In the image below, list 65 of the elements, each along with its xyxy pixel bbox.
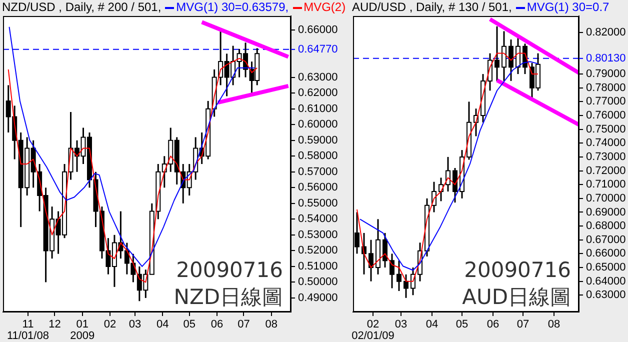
x-tick-label: 02: [366, 318, 380, 331]
y-tick-label: 0.63000: [298, 71, 338, 84]
y-tick-label: 0.72000: [586, 164, 626, 177]
legend-label: MVG(2): [304, 0, 346, 14]
y-tick-label: 0.66000: [586, 248, 626, 260]
y-tick-label: 0.50000: [298, 276, 338, 288]
x-tick-label: 03: [128, 318, 142, 331]
y-tick-label: 0.49000: [298, 292, 338, 304]
y-tick-label: 0.59000: [298, 134, 338, 146]
x-tick-label: 01: [76, 318, 88, 331]
x-tick-label: 04: [156, 318, 169, 331]
x-tick-label: 12: [48, 318, 61, 331]
y-tick-label: 0.70000: [586, 192, 626, 204]
y-tick-label: 0.77000: [586, 96, 626, 108]
x-tick-label: 11: [22, 318, 34, 331]
y-tick-label: 0.68000: [586, 220, 626, 232]
y-tick-label: 0.61000: [298, 102, 338, 115]
x-tick-label: 07: [238, 318, 250, 331]
chart-title: AUD/USD , Daily, # 130 / 501,: [352, 0, 512, 14]
ref-line-label: 0.80130: [586, 52, 626, 64]
y-tick-label: 0.64000: [586, 275, 626, 288]
x-tick-label: 08: [548, 318, 560, 331]
y-tick-label: 0.73000: [586, 150, 626, 163]
y-tick-label: 0.60000: [298, 118, 338, 131]
x-tick-label: 06: [210, 318, 224, 331]
y-tick-label: 0.62000: [298, 87, 338, 100]
y-tick-label: 0.51000: [298, 260, 338, 272]
annotation: 20090716: [464, 258, 571, 282]
legend-label: MVG(1) 30=0.7: [526, 0, 610, 14]
legend-label: MVG(1) 30=0.63579,: [176, 0, 289, 14]
y-tick-label: 0.75000: [586, 123, 626, 136]
y-tick-label: 0.66000: [298, 24, 338, 36]
y-tick-label: 0.78000: [586, 82, 626, 94]
ref-line-label: 0.64770: [298, 43, 338, 56]
y-tick-label: 0.65000: [586, 262, 626, 274]
y-tick-label: 0.76000: [586, 110, 626, 122]
y-tick-label: 0.63000: [586, 289, 626, 302]
y-tick-label: 0.52000: [298, 244, 338, 257]
y-tick-label: 0.74000: [586, 137, 626, 150]
x-tick-label: 08: [265, 318, 278, 331]
y-tick-label: 0.82000: [586, 26, 626, 39]
x-tick-label: 07: [516, 318, 530, 331]
x-tick-label: 06: [486, 318, 500, 331]
text: 11/01/08: [6, 330, 49, 342]
y-tick-label: 0.55000: [298, 197, 338, 210]
x-tick-label: 04: [426, 318, 438, 331]
chart-title: NZD/USD , Daily, # 200 / 501,: [2, 0, 162, 14]
x-tick-label: 02: [104, 318, 116, 331]
text: 02/01/09: [352, 330, 394, 342]
annotation: 20090716: [176, 258, 283, 282]
x-tick-label: 05: [183, 318, 196, 331]
y-tick-label: 0.56000: [298, 182, 338, 194]
y-tick-label: 0.57000: [298, 166, 338, 178]
x-tick-label: 05: [456, 318, 468, 331]
y-tick-label: 0.67000: [586, 234, 626, 246]
y-tick-label: 0.71000: [586, 178, 626, 191]
x-tick-label: 03: [394, 318, 408, 331]
y-tick-label: 0.79000: [586, 68, 626, 80]
y-tick-label: 0.53000: [298, 228, 338, 241]
annotation: AUD日線圖: [462, 285, 571, 309]
annotation: NZD日線圖: [174, 285, 283, 309]
y-tick-label: 0.54000: [298, 213, 338, 226]
text: 2009: [70, 330, 95, 342]
y-tick-label: 0.69000: [586, 206, 626, 218]
y-tick-label: 0.58000: [298, 150, 338, 162]
